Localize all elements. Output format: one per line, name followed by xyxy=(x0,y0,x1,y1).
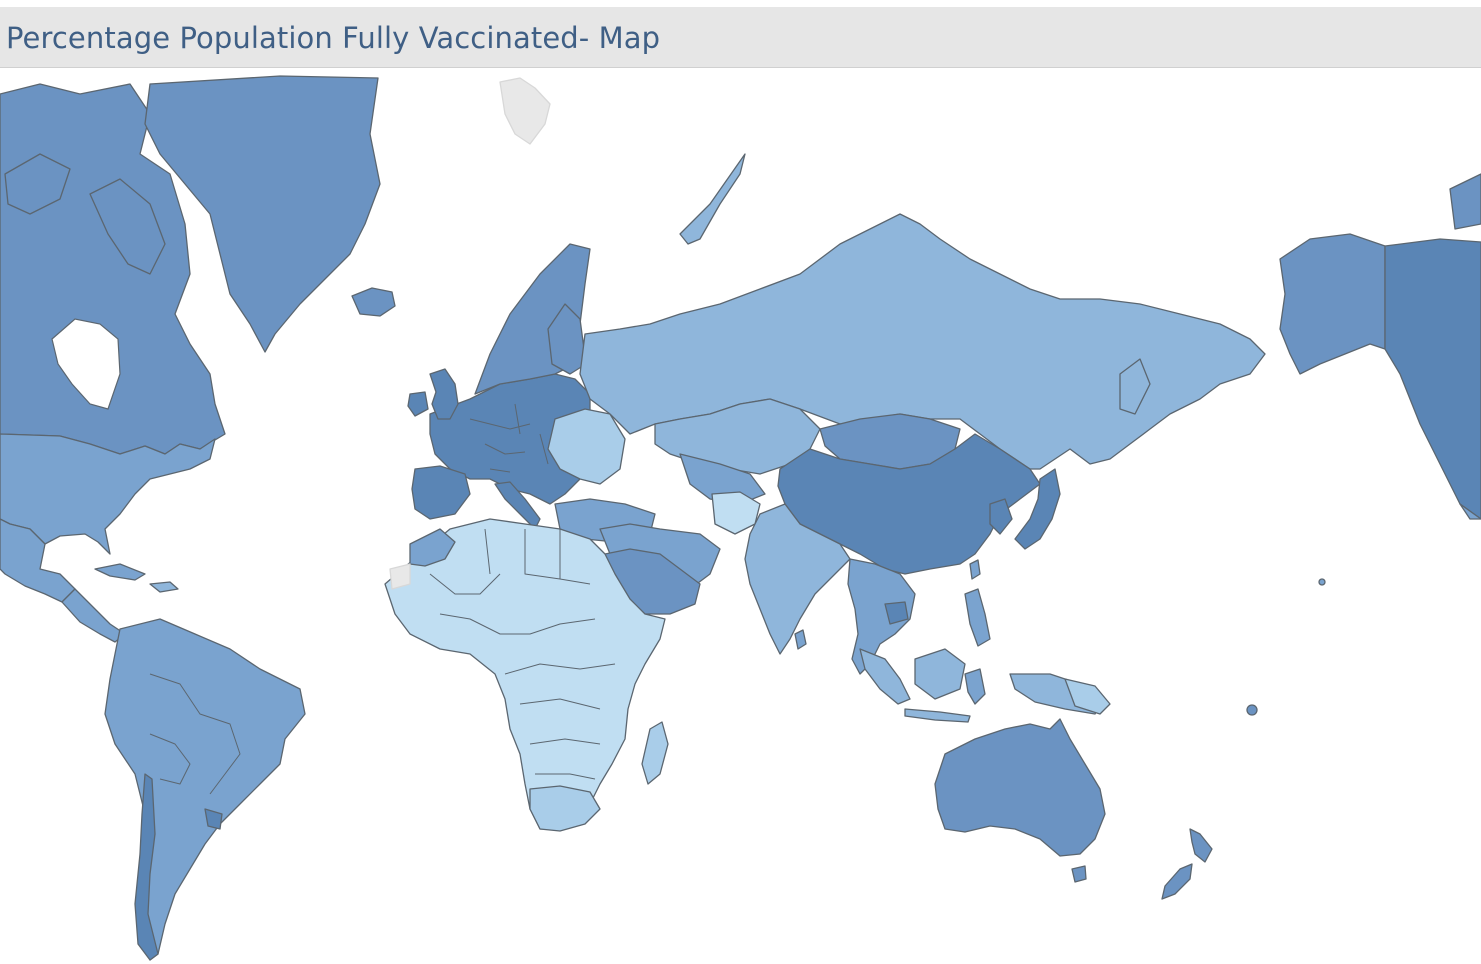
region-kamchatka[interactable] xyxy=(1119,358,1151,415)
world-map[interactable] xyxy=(0,74,1481,964)
region-ireland[interactable] xyxy=(407,391,429,417)
border-europe-internal xyxy=(469,403,549,473)
region-japan[interactable] xyxy=(1014,468,1061,550)
region-africa[interactable] xyxy=(384,518,666,830)
region-alaska[interactable] xyxy=(1279,233,1386,375)
region-central-america[interactable] xyxy=(61,588,126,643)
region-borneo[interactable] xyxy=(914,648,966,700)
region-java[interactable] xyxy=(904,708,971,723)
map-area[interactable] xyxy=(0,74,1481,964)
region-iceland[interactable] xyxy=(351,287,396,317)
region-australia[interactable] xyxy=(934,718,1106,857)
region-korea[interactable] xyxy=(989,498,1013,535)
title-bar: Percentage Population Fully Vaccinated- … xyxy=(0,7,1481,68)
region-madagascar[interactable] xyxy=(641,721,669,785)
region-sumatra[interactable] xyxy=(859,648,911,705)
region-pacific-islet[interactable] xyxy=(1318,578,1326,586)
page-title: Percentage Population Fully Vaccinated- … xyxy=(6,21,661,55)
region-tasmania[interactable] xyxy=(1071,865,1087,883)
border-brazil xyxy=(149,673,241,795)
region-new-zealand-south[interactable] xyxy=(1161,863,1193,900)
region-united-kingdom[interactable] xyxy=(429,368,459,420)
region-canada-north-wrap[interactable] xyxy=(1449,173,1481,230)
region-south-america[interactable] xyxy=(104,618,306,961)
region-canada-arctic-islands[interactable] xyxy=(4,153,71,215)
region-chile[interactable] xyxy=(134,773,159,961)
region-canada-east-wrap[interactable] xyxy=(1384,238,1481,520)
region-sri-lanka[interactable] xyxy=(794,629,807,650)
region-india[interactable] xyxy=(744,503,851,655)
region-new-zealand-north[interactable] xyxy=(1189,828,1213,863)
region-eastern-europe[interactable] xyxy=(547,408,626,485)
border-bolivia xyxy=(149,733,191,785)
region-iberia[interactable] xyxy=(411,465,471,520)
border-africa-internal xyxy=(429,528,616,780)
water-hudson-bay xyxy=(51,318,121,410)
region-fiji[interactable] xyxy=(1246,704,1258,716)
region-united-states-wrap[interactable] xyxy=(1459,503,1481,520)
region-southern-africa[interactable] xyxy=(529,785,601,832)
region-southeast-asia[interactable] xyxy=(847,558,916,675)
region-hispaniola[interactable] xyxy=(149,581,179,593)
region-novaya-zemlya[interactable] xyxy=(679,153,746,245)
region-italy[interactable] xyxy=(494,481,541,530)
region-cambodia[interactable] xyxy=(884,601,909,625)
region-baffin-island[interactable] xyxy=(89,178,166,275)
region-philippines[interactable] xyxy=(964,588,991,647)
region-sulawesi[interactable] xyxy=(964,668,986,705)
region-western-sahara[interactable] xyxy=(389,563,411,590)
region-papua-new-guinea[interactable] xyxy=(1064,678,1111,715)
region-uruguay[interactable] xyxy=(204,808,223,830)
region-taiwan[interactable] xyxy=(969,559,981,580)
region-cuba[interactable] xyxy=(94,563,146,581)
region-svalbard[interactable] xyxy=(499,77,551,145)
region-greenland[interactable] xyxy=(144,75,381,353)
